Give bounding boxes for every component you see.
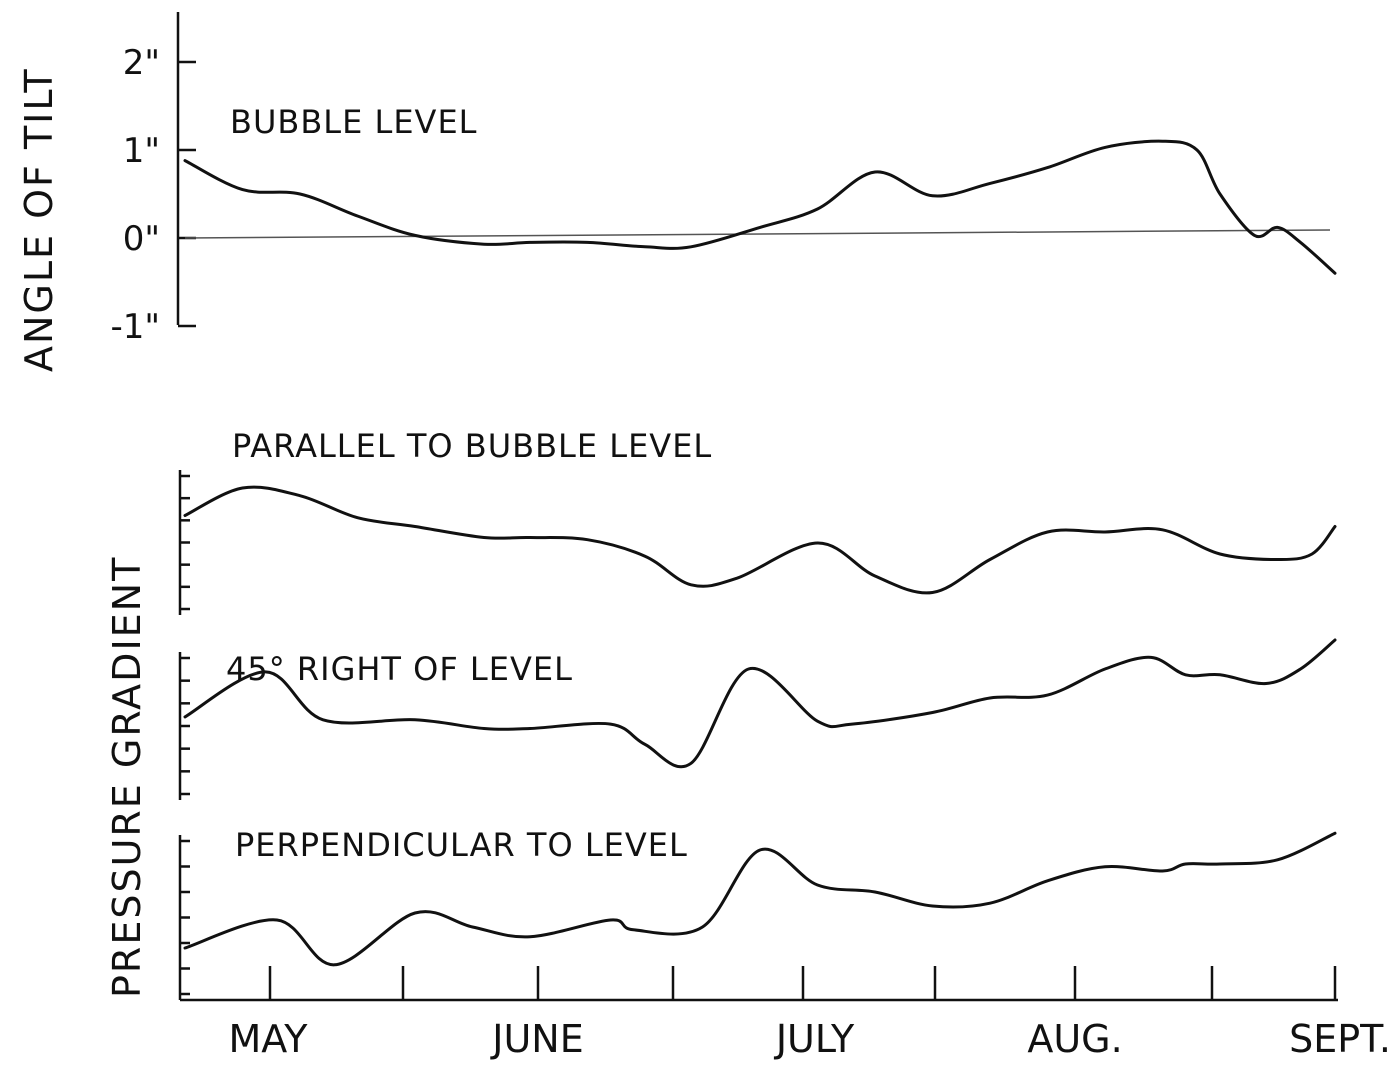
perpendicular-title: PERPENDICULAR TO LEVEL bbox=[235, 826, 688, 864]
tilt-tick-label: 2" bbox=[123, 43, 160, 83]
month-label-july: JULY bbox=[774, 1017, 855, 1061]
perpendicular-series bbox=[183, 831, 1337, 967]
parallel-series bbox=[183, 485, 1337, 595]
tilt-tick-label: -1" bbox=[110, 307, 160, 347]
pressure-axis-title: PRESSURE GRADIENT bbox=[105, 556, 149, 998]
tilt-tick-label: 1" bbox=[123, 131, 160, 171]
month-label-sept: SEPT. bbox=[1289, 1017, 1391, 1061]
tilt-tick-label: 0" bbox=[123, 219, 160, 259]
bubble-level-title: BUBBLE LEVEL bbox=[230, 103, 477, 141]
month-label-may: MAY bbox=[228, 1017, 308, 1061]
right45-series bbox=[183, 638, 1337, 769]
right45-title: 45° RIGHT OF LEVEL bbox=[226, 650, 573, 688]
bubble-level-series bbox=[183, 139, 1337, 275]
tilt-axis-title: ANGLE OF TILT bbox=[17, 67, 61, 372]
month-label-june: JUNE bbox=[490, 1017, 583, 1061]
month-label-aug: AUG. bbox=[1027, 1017, 1122, 1061]
parallel-title: PARALLEL TO BUBBLE LEVEL bbox=[232, 427, 712, 465]
zero-line bbox=[184, 229, 1331, 239]
